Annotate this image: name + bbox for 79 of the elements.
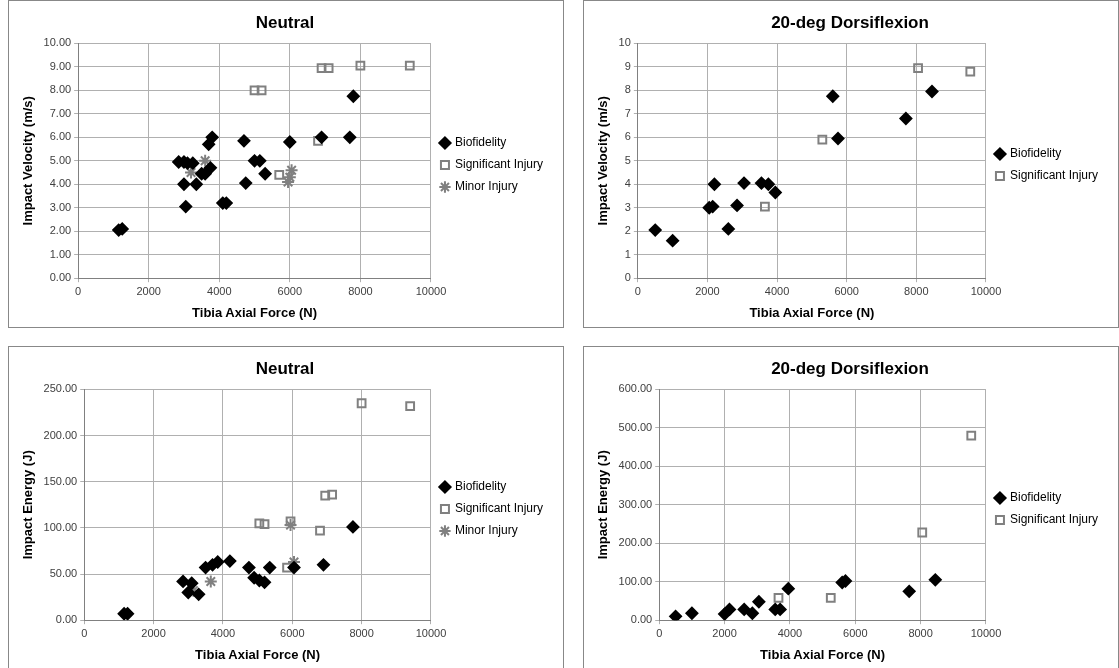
y-tick-label: 5.00 xyxy=(49,153,72,166)
y-tick-label: 0 xyxy=(624,271,631,284)
y-tick-label: 200.00 xyxy=(43,428,78,441)
x-tick-label: 4000 xyxy=(207,284,232,297)
chart-title: 20-deg Dorsiflexion xyxy=(771,358,929,378)
x-tick-label: 4000 xyxy=(210,626,236,639)
y-tick-label: 100.00 xyxy=(618,574,653,587)
y-tick-label: 3 xyxy=(624,200,631,213)
y-tick-label: 250.00 xyxy=(43,382,78,395)
x-tick-label: 2000 xyxy=(136,284,161,297)
y-tick-label: 2 xyxy=(624,224,631,237)
y-tick-label: 150.00 xyxy=(43,474,78,487)
y-tick-label: 1 xyxy=(624,247,631,260)
y-tick-label: 0.00 xyxy=(49,271,72,284)
x-tick-label: 8000 xyxy=(349,626,374,639)
x-tick-label: 10000 xyxy=(415,284,447,297)
legend-label: Significant Injury xyxy=(1009,512,1098,527)
legend-label: Minor Injury xyxy=(454,523,518,538)
y-tick-label: 4.00 xyxy=(49,177,72,190)
legend-label: Biofidelity xyxy=(454,135,507,150)
x-tick-label: 8000 xyxy=(348,284,373,297)
legend-label: Biofidelity xyxy=(1009,490,1062,505)
x-tick-label: 0 xyxy=(656,626,663,639)
x-tick-label: 2000 xyxy=(712,626,737,639)
y-tick-label: 500.00 xyxy=(618,420,653,433)
x-tick-label: 6000 xyxy=(843,626,868,639)
y-tick-label: 0.00 xyxy=(630,613,653,626)
x-tick-label: 10000 xyxy=(415,626,447,639)
y-tick-label: 6.00 xyxy=(49,130,72,143)
chart-title: Neutral xyxy=(255,12,315,32)
x-axis-title: Tibia Axial Force (N) xyxy=(192,304,318,320)
legend-label: Significant Injury xyxy=(454,501,543,516)
y-tick-label: 5 xyxy=(624,153,631,166)
y-tick-label: 6 xyxy=(624,130,631,143)
y-tick-label: 50.00 xyxy=(49,567,78,580)
y-tick-label: 0.00 xyxy=(55,613,78,626)
x-tick-label: 2000 xyxy=(141,626,166,639)
x-tick-label: 4000 xyxy=(777,626,803,639)
x-tick-label: 6000 xyxy=(280,626,305,639)
x-tick-label: 10000 xyxy=(970,284,1002,297)
x-tick-label: 0 xyxy=(81,626,88,639)
y-tick-label: 10.00 xyxy=(43,36,72,49)
y-tick-label: 600.00 xyxy=(618,382,653,395)
y-tick-label: 1.00 xyxy=(49,247,72,260)
y-tick-label: 9.00 xyxy=(49,59,72,72)
x-axis-title: Tibia Axial Force (N) xyxy=(195,646,321,662)
y-tick-label: 200.00 xyxy=(618,536,653,549)
y-tick-label: 4 xyxy=(624,177,631,190)
x-tick-label: 6000 xyxy=(834,284,859,297)
y-tick-label: 3.00 xyxy=(49,200,72,213)
y-axis-title: Impact Energy (J) xyxy=(595,450,611,560)
x-axis-title: Tibia Axial Force (N) xyxy=(749,304,875,320)
y-tick-label: 100.00 xyxy=(43,520,78,533)
y-axis-title: Impact Velocity (m/s) xyxy=(595,96,611,226)
x-tick-label: 4000 xyxy=(764,284,790,297)
y-tick-label: 2.00 xyxy=(49,224,72,237)
x-tick-label: 6000 xyxy=(277,284,303,297)
legend-label: Significant Injury xyxy=(454,157,543,172)
y-axis-title: Impact Velocity (m/s) xyxy=(20,96,36,226)
chart-title: 20-deg Dorsiflexion xyxy=(771,12,929,32)
y-tick-label: 400.00 xyxy=(618,459,653,472)
x-tick-label: 10000 xyxy=(970,626,1002,639)
chart-title: Neutral xyxy=(255,358,315,378)
y-tick-label: 9 xyxy=(624,59,631,72)
y-axis-title: Impact Energy (J) xyxy=(20,450,36,560)
x-axis-title: Tibia Axial Force (N) xyxy=(760,646,886,662)
y-tick-label: 8.00 xyxy=(49,83,72,96)
y-tick-label: 7 xyxy=(624,106,631,119)
y-tick-label: 10 xyxy=(618,36,631,49)
y-tick-label: 7.00 xyxy=(49,106,72,119)
y-tick-label: 8 xyxy=(624,83,631,96)
x-tick-label: 8000 xyxy=(904,284,929,297)
legend-label: Minor Injury xyxy=(454,179,518,194)
legend-label: Significant Injury xyxy=(1009,168,1098,183)
x-tick-label: 2000 xyxy=(695,284,720,297)
legend-label: Biofidelity xyxy=(454,479,507,494)
legend-label: Biofidelity xyxy=(1009,146,1062,161)
y-tick-label: 300.00 xyxy=(618,497,653,510)
x-tick-label: 8000 xyxy=(908,626,933,639)
